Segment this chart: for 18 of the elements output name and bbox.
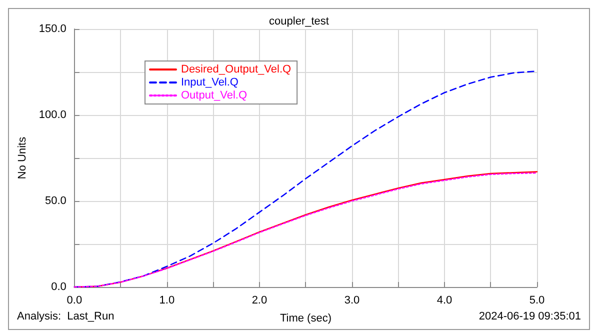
- text: Analysis: Last_Run: [17, 310, 114, 322]
- x-tick-label: 1.0: [159, 294, 175, 306]
- x-tick-label: 3.0: [344, 294, 360, 306]
- legend-label: Desired_Output_Vel.Q: [181, 64, 292, 76]
- y-tick-label: 100.0: [38, 109, 66, 121]
- x-tick-label: 2.0: [252, 294, 268, 306]
- y-tick-label: 150.0: [38, 23, 66, 35]
- chart-title: coupler_test: [269, 16, 329, 28]
- text: 2024-06-19 09:35:01: [478, 310, 582, 322]
- x-axis-title: Time (sec): [280, 312, 332, 324]
- legend-label: Output_Vel.Q: [181, 90, 248, 102]
- x-tick-label: 0.0: [66, 294, 82, 306]
- legend-label: Input_Vel.Q: [181, 76, 239, 88]
- y-axis-title: No Units: [16, 136, 28, 180]
- y-tick-label: 0.0: [51, 281, 66, 293]
- x-tick-label: 4.0: [436, 294, 452, 306]
- x-tick-label: 5.0: [529, 294, 545, 306]
- y-tick-label: 50.0: [45, 195, 66, 207]
